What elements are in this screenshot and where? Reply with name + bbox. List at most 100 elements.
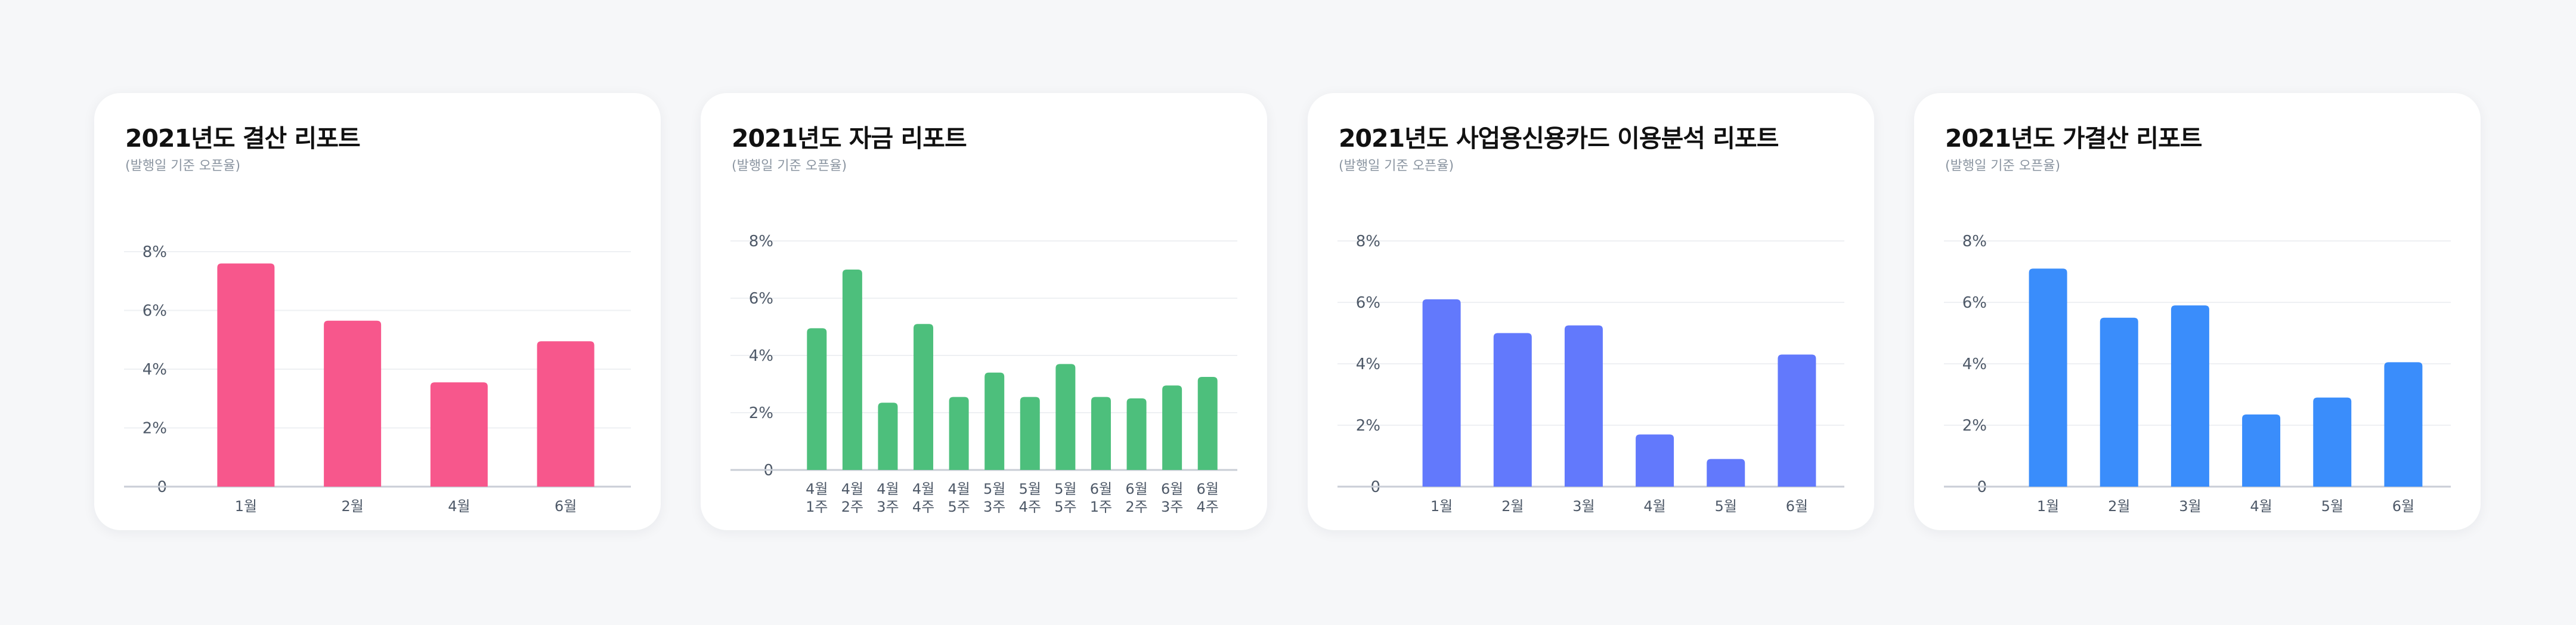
bar [324,320,382,487]
bar [1091,397,1111,470]
x-tick-label: 1주 [1090,499,1112,515]
bar [984,372,1005,470]
x-tick-label: 1월 [2037,498,2059,515]
x-tick-label: 6월 [1786,498,1808,515]
x-tick-label: 4월 [1643,498,1665,515]
x-tick-label: 5월 [2321,498,2343,515]
bar [878,403,898,470]
x-tick-label: 3주 [1161,499,1183,515]
x-tick-label: 6월 [555,498,577,515]
y-tick-label: 8% [1962,233,1987,250]
bar [1020,397,1040,470]
y-tick-label: 8% [143,243,167,261]
bar [1636,434,1674,487]
card-title: 2021년도 사업용신용카드 이용분석 리포트 [1339,124,1779,153]
x-tick-label: 4월 [877,481,899,497]
bar [2171,305,2209,487]
y-tick-label: 6% [1962,294,1987,312]
bar [1162,385,1182,470]
y-tick-label: 6% [749,290,773,308]
bar [537,341,595,487]
y-tick-label: 2% [1356,417,1380,435]
x-tick-label: 4주 [1197,499,1219,515]
bar [1055,364,1076,470]
y-tick-label: 4% [1356,355,1380,373]
y-tick-label: 2% [143,420,167,438]
bar [217,263,275,487]
card-subtitle: (발행일 기준 오픈율) [732,159,847,174]
report-card-business-card-usage: 2021년도 사업용신용카드 이용분석 리포트 (발행일 기준 오픈율) 02%… [1308,93,1874,530]
x-tick-label: 5월 [1715,498,1737,515]
x-tick-label: 3주 [877,499,899,515]
bar [2029,268,2067,487]
x-tick-label: 6월 [1197,481,1219,497]
bar [914,324,934,470]
x-tick-label: 4주 [1019,499,1041,515]
x-tick-label: 5월 [1054,481,1076,497]
x-tick-label: 6월 [1125,481,1147,497]
x-tick-label: 4월 [806,481,828,497]
bar [2384,362,2423,487]
y-tick-label: 4% [1962,355,1987,373]
x-tick-label: 4월 [912,481,934,497]
y-tick-label: 8% [1356,233,1380,250]
bar [2242,414,2281,487]
report-card-funds: 2021년도 자금 리포트 (발행일 기준 오픈율) 02%4%6%8%4월1주… [701,93,1267,530]
card-title: 2021년도 자금 리포트 [732,124,967,153]
y-tick-label: 2% [1962,417,1987,435]
x-tick-label: 3월 [2179,498,2201,515]
card-subtitle: (발행일 기준 오픈율) [1339,159,1454,174]
x-tick-label: 2주 [1125,499,1147,515]
bar [1707,459,1745,487]
x-tick-label: 1월 [1431,498,1453,515]
bar [2100,317,2138,487]
report-card-provisional-settlement: 2021년도 가결산 리포트 (발행일 기준 오픈율) 02%4%6%8%1월2… [1914,93,2481,530]
bar [1564,325,1603,487]
x-tick-label: 4월 [448,498,470,515]
card-title: 2021년도 가결산 리포트 [1945,124,2202,153]
x-tick-label: 2주 [841,499,863,515]
x-tick-label: 1주 [806,499,828,515]
bar [2313,397,2352,487]
card-subtitle: (발행일 기준 오픈율) [125,159,241,174]
x-tick-label: 6월 [2392,498,2414,515]
x-tick-label: 4주 [912,499,934,515]
bar [1197,377,1218,470]
x-tick-label: 2월 [341,498,363,515]
x-tick-label: 3주 [983,499,1005,515]
x-tick-label: 5주 [1054,499,1076,515]
y-tick-label: 6% [1356,294,1380,312]
x-tick-label: 2월 [2108,498,2130,515]
bar [1493,333,1532,487]
bar [1422,299,1461,487]
x-tick-label: 5월 [1019,481,1041,497]
y-tick-label: 4% [749,347,773,365]
x-tick-label: 4월 [2250,498,2272,515]
y-tick-label: 4% [143,361,167,379]
bar [949,397,969,470]
x-tick-label: 6월 [1161,481,1183,497]
card-title: 2021년도 결산 리포트 [125,124,361,153]
x-tick-label: 3월 [1572,498,1594,515]
bar [430,382,488,487]
x-tick-label: 1월 [235,498,257,515]
card-subtitle: (발행일 기준 오픈율) [1945,159,2061,174]
x-tick-label: 6월 [1090,481,1112,497]
x-tick-label: 5월 [983,481,1005,497]
y-tick-label: 8% [749,233,773,250]
x-tick-label: 4월 [841,481,863,497]
bar [842,270,862,470]
bar [1126,398,1147,470]
x-tick-label: 2월 [1501,498,1524,515]
y-tick-label: 2% [749,404,773,422]
y-tick-label: 6% [143,302,167,320]
bar [807,328,827,470]
x-tick-label: 5주 [948,499,970,515]
x-tick-label: 4월 [948,481,970,497]
bar [1778,354,1816,487]
bar-chart: 02%4%6%8%4월1주4월2주4월3주4월4주4월5주5월3주5월4주5월5… [730,233,1237,515]
report-card-settlement: 2021년도 결산 리포트 (발행일 기준 오픈율) 02%4%6%8%1월2월… [94,93,661,530]
